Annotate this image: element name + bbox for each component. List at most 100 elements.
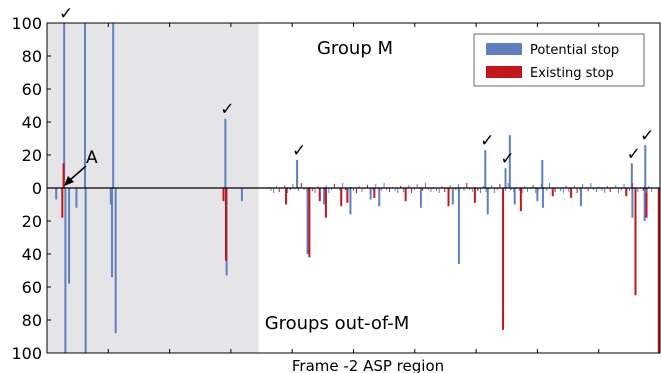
minor-bar [615,185,617,188]
existing-stop-bar-down [61,188,64,218]
minor-bar [273,188,275,193]
minor-bar [331,188,333,190]
minor-bar [298,188,300,191]
upper-group-label: Group M [317,38,393,59]
minor-bar [549,183,551,188]
minor-bar [590,183,592,188]
potential-stop-bar-up [224,118,227,188]
minor-bar [441,186,443,188]
existing-stop-bar-up [62,163,65,188]
minor-bar [430,188,432,192]
y-tick-label: 0 [32,179,42,198]
lower-group-label: Groups out-of-M [265,313,410,334]
potential-stop-bar-down [323,188,326,205]
y-tick-label: 20 [22,212,42,231]
y-tick-label: 20 [22,146,42,165]
minor-bar [353,188,355,191]
x-axis-ticks [107,23,600,353]
minor-bar [504,188,506,191]
minor-bar [535,188,537,193]
potential-stop-bar-down [114,188,117,334]
minor-bar [634,188,636,190]
minor-bar [601,188,603,191]
x-axis-label: Frame -2 ASP region [292,357,444,373]
annotation-arrow-head [64,176,74,186]
minor-bar [493,188,495,193]
potential-stop-bar-down [240,188,243,202]
potential-stop-bar-down [419,188,422,208]
minor-bar [551,188,553,190]
minor-bar [623,184,625,188]
minor-bar [510,188,512,190]
existing-stop-bar-down [473,188,476,203]
y-tick-label: 60 [22,278,42,297]
potential-stop-bar-up [630,163,633,188]
minor-bar [444,188,446,192]
existing-stop-bar-down [285,188,288,205]
minor-bar [383,183,385,188]
minor-bar [314,188,316,193]
minor-bar [499,184,501,188]
y-tick-label: 100 [11,14,42,33]
legend-label-existing: Existing stop [530,66,614,81]
minor-bar [582,184,584,188]
minor-bar [565,186,567,188]
minor-bar [455,188,457,190]
minor-bar [317,186,319,188]
minor-bar [595,188,597,192]
existing-stop-bar-down [308,188,311,258]
minor-bar [620,188,622,190]
potential-stop-bar-down [110,188,113,278]
minor-bar [355,188,357,193]
minor-bar [526,188,528,192]
potential-stop-bar-down [541,188,544,208]
existing-stop-bar-down [318,188,321,202]
bars-group [55,23,660,353]
minor-bar [477,188,479,191]
existing-stop-bar-down [634,188,637,296]
minor-bar [532,185,534,188]
minor-bar [538,188,540,190]
y-tick-label: 60 [22,80,42,99]
potential-stop-bar-down [349,188,352,215]
potential-stop-bar-up [541,159,544,188]
existing-stop-bar-down [346,188,349,203]
existing-stop-bar-down [222,188,225,202]
minor-bar [562,188,564,193]
minor-bar [375,184,377,188]
potential-stop-bar-up [84,23,87,188]
minor-bar [496,188,498,190]
minor-bar [306,188,308,192]
minor-bar [275,186,277,188]
minor-bar [642,188,644,191]
minor-bar [458,184,460,188]
potential-stop-bar-down [457,188,460,264]
minor-bar [361,188,363,192]
potential-stop-bar-down [369,188,372,200]
minor-bar [394,188,396,191]
minor-bar [629,188,631,191]
check-marks: ✓✓✓ ✓✓ ✓✓ [59,4,654,169]
minor-bar [466,183,468,188]
minor-bar [491,185,493,188]
y-tick-label: 40 [22,113,42,132]
potential-stop-bar-down [643,188,646,221]
y-tick-label: 80 [22,47,42,66]
minor-bar [386,188,388,190]
legend: Potential stop Existing stop [473,33,645,87]
minor-bar [568,188,570,192]
potential-stop-bar-down [536,188,539,202]
minor-bar [389,188,391,192]
existing-stop-bar-down [224,188,227,261]
minor-bar [402,188,404,192]
existing-stop-bar-down [645,188,648,218]
y-tick-label: 100 [11,344,42,363]
minor-bar [333,184,335,188]
potential-stop-bar-up [508,135,511,188]
minor-bar [593,188,595,190]
minor-bar [524,186,526,188]
existing-stop-bar-down [404,188,407,202]
minor-bar [369,188,371,193]
annotation-a-label: A [86,148,98,168]
